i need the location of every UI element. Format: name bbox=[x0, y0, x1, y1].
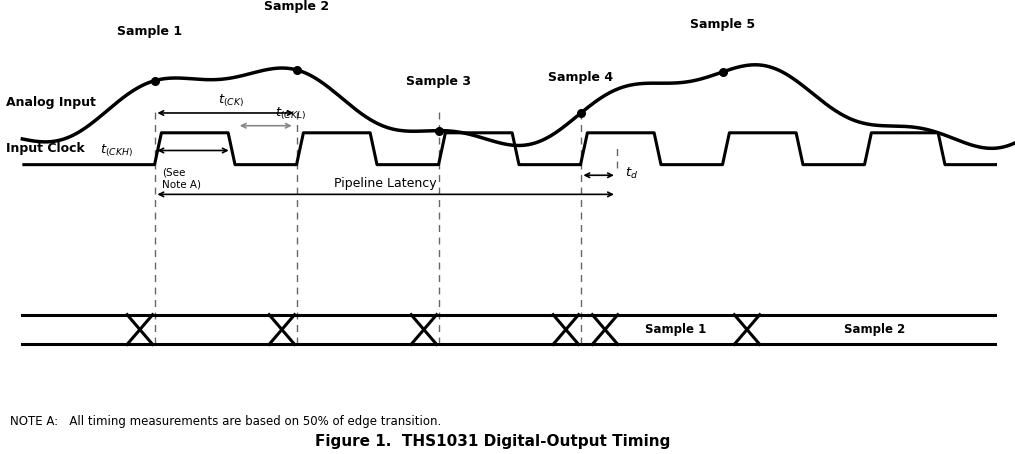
Text: Sample 2: Sample 2 bbox=[264, 0, 329, 13]
Text: Sample 4: Sample 4 bbox=[548, 70, 613, 84]
Text: $t_d$: $t_d$ bbox=[624, 166, 637, 182]
Text: Pipeline Latency: Pipeline Latency bbox=[334, 177, 437, 190]
Text: Sample 1: Sample 1 bbox=[117, 25, 183, 38]
Text: Figure 1.  THS1031 Digital-Output Timing: Figure 1. THS1031 Digital-Output Timing bbox=[315, 434, 670, 449]
Text: (See
Note A): (See Note A) bbox=[162, 168, 201, 189]
Text: $t_{(CKL)}$: $t_{(CKL)}$ bbox=[275, 106, 306, 122]
Text: Sample 3: Sample 3 bbox=[406, 75, 471, 88]
Text: $t_{(CKH)}$: $t_{(CKH)}$ bbox=[99, 142, 133, 159]
Text: Analog Input: Analog Input bbox=[6, 96, 95, 109]
Text: Sample 2: Sample 2 bbox=[844, 323, 905, 336]
Text: NOTE A:   All timing measurements are based on 50% of edge transition.: NOTE A: All timing measurements are base… bbox=[10, 415, 442, 429]
Text: Sample 5: Sample 5 bbox=[690, 18, 755, 31]
Text: Input Clock: Input Clock bbox=[6, 142, 84, 155]
Text: Sample 1: Sample 1 bbox=[646, 323, 706, 336]
Text: $t_{(CK)}$: $t_{(CK)}$ bbox=[218, 93, 245, 109]
